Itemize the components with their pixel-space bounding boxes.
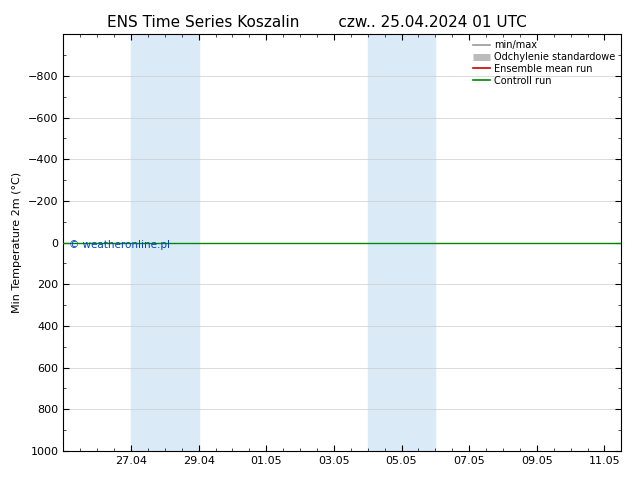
Bar bbox=[368, 34, 436, 451]
Y-axis label: Min Temperature 2m (°C): Min Temperature 2m (°C) bbox=[13, 172, 22, 313]
Legend: min/max, Odchylenie standardowe, Ensemble mean run, Controll run: min/max, Odchylenie standardowe, Ensembl… bbox=[469, 36, 619, 90]
Text: ENS Time Series Koszalin        czw.. 25.04.2024 01 UTC: ENS Time Series Koszalin czw.. 25.04.202… bbox=[107, 15, 527, 30]
Bar bbox=[131, 34, 198, 451]
Text: © weatheronline.pl: © weatheronline.pl bbox=[69, 240, 170, 249]
